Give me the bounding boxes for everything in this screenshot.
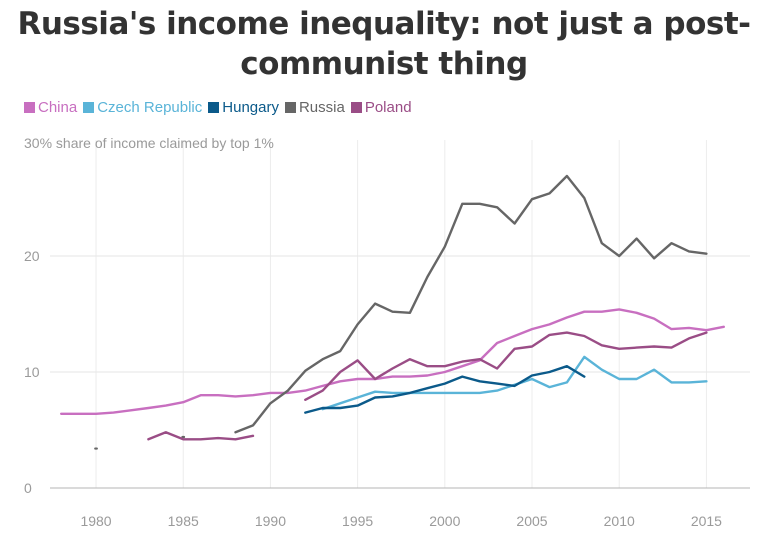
legend-item-czech-republic: Czech Republic	[83, 99, 202, 116]
x-tick-label: 1995	[342, 513, 373, 529]
x-tick-label: 1980	[80, 513, 111, 529]
legend-label: Poland	[364, 99, 412, 116]
legend-label: Russia	[298, 99, 345, 116]
x-tick-label: 2005	[516, 513, 547, 529]
legend-swatch	[24, 102, 35, 113]
legend-label: Hungary	[222, 99, 279, 116]
legend-label: Czech Republic	[97, 99, 203, 116]
y-tick-label: 0	[24, 480, 32, 496]
x-tick-label: 2015	[691, 513, 722, 529]
series-line-china	[60, 308, 725, 415]
chart-legend: China Czech Republic Hungary Russia Poland	[24, 99, 412, 116]
series-line-poland	[304, 331, 708, 401]
x-tick-label: 1990	[255, 513, 286, 529]
y-tick-label: 20	[24, 248, 40, 264]
legend-item-russia: Russia	[284, 99, 345, 116]
chart-title-line-2: communist thing	[240, 46, 528, 82]
series-line-hungary	[304, 365, 586, 414]
series-line-czech-republic	[321, 355, 708, 411]
y-tick-label: 10	[24, 364, 40, 380]
legend-label: China	[38, 99, 78, 116]
legend-item-poland: Poland	[350, 99, 412, 116]
legend-swatch	[83, 102, 95, 113]
legend-swatch	[350, 102, 362, 113]
legend-swatch	[208, 102, 220, 113]
x-tick-label: 1985	[168, 513, 199, 529]
x-tick-label: 2010	[604, 513, 635, 529]
chart-title: Russia's income inequality: not just a p…	[0, 4, 768, 84]
legend-swatch	[284, 102, 296, 113]
y-axis-label: 30% share of income claimed by top 1%	[24, 135, 274, 151]
legend-item-china: China	[24, 99, 77, 116]
legend-item-hungary: Hungary	[208, 99, 279, 116]
series-line-poland	[147, 431, 255, 441]
series-line-russia	[234, 174, 708, 434]
x-tick-label: 2000	[429, 513, 460, 529]
chart-title-line-1: Russia's income inequality: not just a p…	[17, 6, 751, 42]
